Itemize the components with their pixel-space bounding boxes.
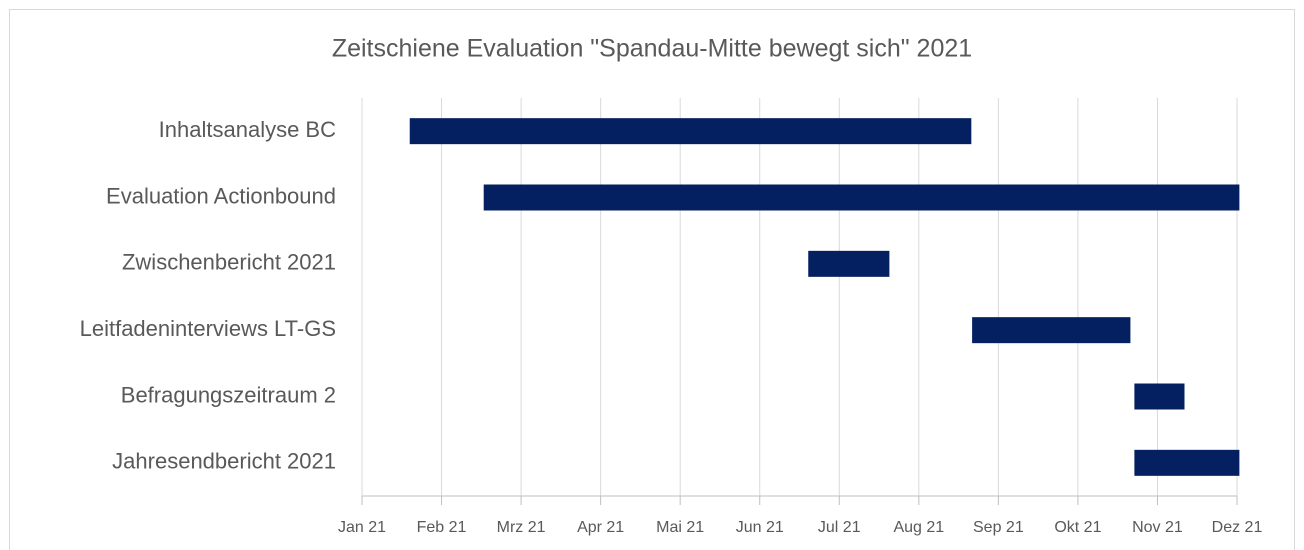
chart-frame [9, 9, 1295, 550]
x-tick-label: Sep 21 [973, 519, 1024, 536]
chart-title: Zeitschiene Evaluation "Spandau-Mitte be… [332, 35, 972, 63]
x-tick-label: Aug 21 [893, 519, 944, 536]
x-tick-label: Apr 21 [577, 519, 624, 536]
y-category-label: Jahresendbericht 2021 [112, 449, 336, 474]
bar [409, 118, 972, 145]
y-category-label: Befragungszeitraum 2 [121, 382, 336, 407]
y-category-label: Zwischenbericht 2021 [122, 250, 336, 275]
x-tick-label: Dez 21 [1212, 519, 1263, 536]
x-tick-label: Mai 21 [656, 519, 704, 536]
bar [483, 184, 1240, 211]
bar [808, 250, 890, 277]
y-category-label: Leitfadeninterviews LT-GS [80, 316, 336, 341]
x-tick-label: Jan 21 [338, 519, 386, 536]
x-tick-label: Mrz 21 [497, 519, 546, 536]
y-category-label: Evaluation Actionbound [106, 183, 336, 208]
bar [1134, 449, 1240, 476]
x-tick-label: Jun 21 [736, 519, 784, 536]
x-tick-label: Nov 21 [1132, 519, 1183, 536]
y-category-label: Inhaltsanalyse BC [159, 117, 336, 142]
bar [972, 317, 1131, 344]
x-tick-label: Okt 21 [1054, 519, 1101, 536]
x-tick-label: Jul 21 [818, 519, 861, 536]
bar [1134, 383, 1185, 410]
x-tick-label: Feb 21 [417, 519, 467, 536]
